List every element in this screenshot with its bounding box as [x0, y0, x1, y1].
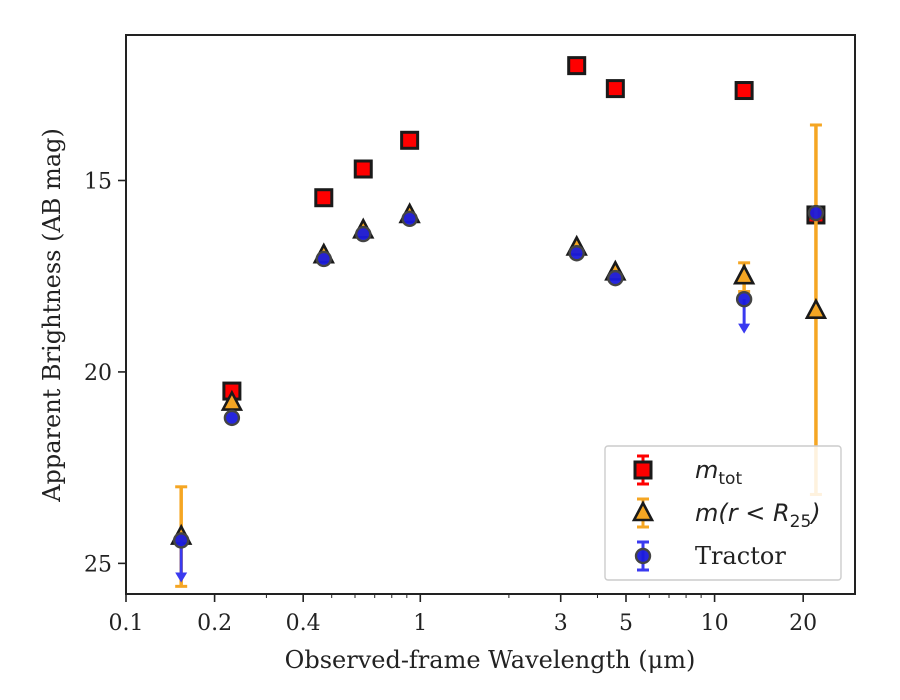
- legend-marker: [631, 500, 655, 522]
- y-tick-label: 20: [84, 361, 112, 386]
- x-tick-label: 0.1: [109, 611, 144, 636]
- triangle-point: [804, 297, 828, 319]
- circle-point: [607, 269, 624, 287]
- square-point: [605, 79, 625, 99]
- x-tick-label: 1: [413, 611, 427, 636]
- data-marks: [170, 56, 828, 588]
- circle-point: [568, 245, 585, 262]
- upper-limit-arrow-head: [738, 323, 751, 334]
- square-point: [567, 56, 587, 76]
- square-point: [734, 81, 754, 101]
- triangle-point: [732, 263, 756, 285]
- square-point: [314, 188, 334, 208]
- square-point: [353, 159, 373, 179]
- y-tick-label: 25: [84, 552, 112, 577]
- x-tick-label: 5: [619, 611, 633, 636]
- triangle-point: [220, 389, 244, 411]
- legend: mtot m(r < R25) Tractor: [604, 445, 842, 581]
- series-circle: [172, 204, 825, 583]
- x-tick-label: 0.4: [286, 611, 321, 636]
- circle-point: [223, 409, 241, 427]
- circle-point: [315, 250, 332, 268]
- x-tick-label: 20: [789, 611, 817, 636]
- circle-point: [807, 204, 825, 222]
- circle-point: [401, 210, 418, 227]
- axis-ticks: 0.1 0.2 0.4 1 3 5 10 20 15 20 25: [84, 169, 817, 636]
- circle-point: [735, 290, 753, 308]
- legend-marker: [634, 547, 652, 565]
- y-tick-label: 15: [84, 169, 112, 194]
- x-axis-label: Observed-frame Wavelength (μm): [285, 646, 696, 674]
- legend-box: [604, 445, 842, 581]
- x-tick-label: 10: [701, 611, 729, 636]
- legend-label: Tractor: [695, 542, 786, 570]
- circle-point: [172, 532, 190, 549]
- upper-limit-arrow-head: [175, 572, 188, 583]
- x-tick-label: 3: [554, 611, 568, 636]
- legend-label: mtot: [695, 456, 742, 489]
- x-tick-label: 0.2: [197, 611, 232, 636]
- legend-marker: [633, 460, 653, 480]
- legend-label: m(r < R25): [695, 499, 821, 532]
- y-axis-label: Apparent Brightness (AB mag): [38, 128, 66, 503]
- square-point: [400, 130, 420, 150]
- circle-point: [355, 225, 372, 243]
